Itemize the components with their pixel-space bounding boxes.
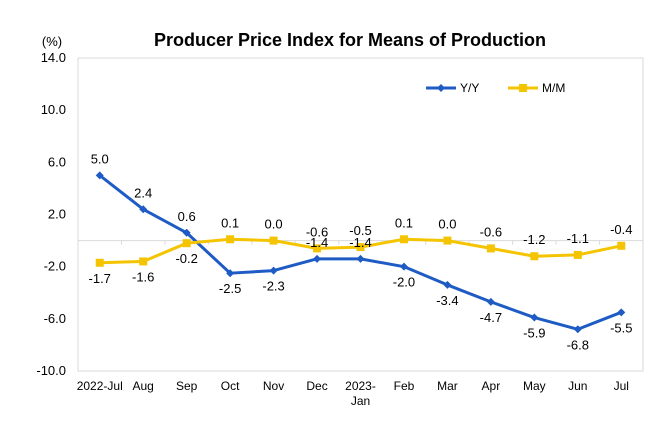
data-label-mm: -0.4 [610,222,632,237]
data-point-mm [530,252,539,261]
data-point-mm [486,244,495,253]
x-tick-label: 2023-Jan [345,379,376,408]
x-tick-label: Dec [306,379,327,393]
y-axis-unit: (%) [42,34,62,49]
x-tick-label: Jun [568,379,587,393]
data-point-yy [399,262,408,271]
x-axis-ticks: 2022-Jul Aug Sep Oct Nov Dec 2023-Jan Feb Mar Apr… [77,240,644,408]
data-label-yy: -1.4 [306,235,328,250]
y-tick-label: 2.0 [48,207,66,222]
data-label-yy: -2.3 [262,279,284,294]
data-point-yy [139,205,148,214]
data-point-mm [617,241,626,250]
data-point-yy [617,308,626,317]
data-point-yy [356,254,365,263]
data-point-yy [443,280,452,289]
x-tick-label: Feb [394,379,415,393]
y-tick-label: -10.0 [36,363,66,378]
data-label-yy: -4.7 [480,310,502,325]
data-label-mm: -0.6 [306,224,328,239]
legend: Y/Y M/M [426,81,565,95]
data-label-yy: 5.0 [91,151,109,166]
data-label-yy: -3.4 [436,293,458,308]
data-point-mm [399,235,408,244]
data-point-yy [313,254,322,263]
data-label-mm: -1.1 [567,231,589,246]
x-tick-label: Jul [614,379,629,393]
x-tick-label: Oct [221,379,240,393]
legend-marker-square [519,84,527,92]
chart-title: Producer Price Index for Means of Produc… [154,30,546,50]
data-point-yy [95,171,104,180]
data-label-mm: 0.0 [438,217,456,232]
data-label-yy: -2.5 [219,281,241,296]
data-label-yy: -1.4 [349,235,371,250]
data-label-mm: 0.1 [395,215,413,230]
legend-label: M/M [542,81,565,95]
x-tick-label: Nov [263,379,284,393]
plot-area [77,57,644,372]
data-label-mm: -0.2 [175,251,197,266]
data-point-yy [530,313,539,322]
x-tick-label: 2022-Jul [77,379,123,393]
y-axis-ticks: 14.0 10.0 6.0 2.0 -2.0 -6.0 -10.0 [36,50,66,378]
data-point-yy [226,269,235,278]
data-label-mm: -0.6 [480,224,502,239]
data-point-mm [95,258,104,267]
x-tick-label: Mar [437,379,458,393]
data-point-mm [573,250,582,259]
data-label-mm: 0.1 [221,215,239,230]
data-label-yy: -5.9 [523,326,545,341]
x-tick-label: Apr [482,379,501,393]
y-tick-label: 10.0 [41,102,66,117]
data-label-mm: -1.6 [132,269,154,284]
data-label-yy: -5.5 [610,320,632,335]
data-label-mm: -0.5 [349,223,371,238]
data-label-yy: -2.0 [393,275,415,290]
data-point-yy [269,266,278,275]
x-tick-label: May [523,379,546,393]
data-point-yy [573,325,582,334]
series-layer [95,171,626,334]
data-point-mm [313,244,322,253]
data-label-yy: -6.8 [567,337,589,352]
data-point-mm [226,235,235,244]
data-point-yy [486,297,495,306]
data-label-mm: -1.2 [523,232,545,247]
data-point-mm [139,257,148,266]
x-tick-label: Sep [176,379,198,393]
legend-marker-diamond [437,84,445,92]
data-label-mm: -1.7 [89,271,111,286]
y-tick-label: 14.0 [41,50,66,65]
data-point-yy [182,228,191,237]
data-label-yy: 0.6 [178,209,196,224]
y-tick-label: 6.0 [48,154,66,169]
data-point-mm [269,236,278,245]
data-point-mm [182,239,191,248]
x-tick-label: Aug [133,379,154,393]
data-point-mm [356,243,365,252]
y-tick-label: -6.0 [44,311,66,326]
data-label-yy: 2.4 [134,185,152,200]
data-label-mm: 0.0 [265,217,283,232]
data-point-mm [443,236,452,245]
y-tick-label: -2.0 [44,259,66,274]
data-labels-layer: 5.0 2.4 0.6 -2.5 -2.3 -1.4 -1.4 -2.0 -3.4 -4.7 -5.… [89,151,633,352]
legend-label: Y/Y [460,81,479,95]
